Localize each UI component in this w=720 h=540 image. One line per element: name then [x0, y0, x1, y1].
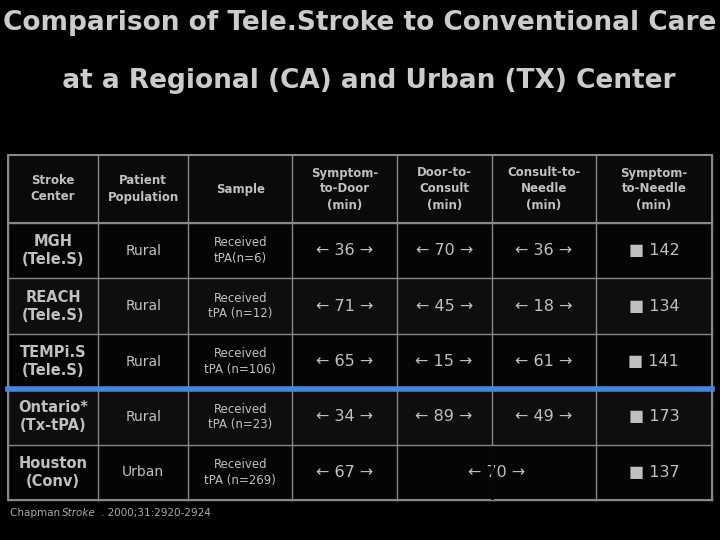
Text: MGH
(Tele.S): MGH (Tele.S)	[22, 234, 84, 267]
Bar	[8, 279, 712, 334]
Text: Urban: Urban	[122, 465, 164, 480]
Bar	[8, 444, 712, 500]
Text: Stroke
Center: Stroke Center	[31, 174, 76, 204]
Text: Received
tPA (n=269): Received tPA (n=269)	[204, 458, 276, 487]
Text: ← 45 →: ← 45 →	[415, 299, 473, 314]
Text: ■ 173: ■ 173	[629, 409, 679, 424]
Text: ■ 137: ■ 137	[629, 465, 679, 480]
Text: Rural: Rural	[125, 354, 161, 368]
Text: ← 18 →: ← 18 →	[515, 299, 572, 314]
Bar	[8, 389, 712, 444]
Text: Rural: Rural	[125, 299, 161, 313]
Text: Consult-to-
Needle
(min): Consult-to- Needle (min)	[507, 166, 580, 212]
Text: Rural: Rural	[125, 244, 161, 258]
Text: ← 36 →: ← 36 →	[316, 243, 373, 258]
Text: ← 65 →: ← 65 →	[316, 354, 373, 369]
Bar	[8, 223, 712, 279]
Text: Patient
Population: Patient Population	[107, 174, 179, 204]
Text: Stroke: Stroke	[62, 508, 96, 518]
Text: ← 49 →: ← 49 →	[515, 409, 572, 424]
Text: Sample: Sample	[216, 183, 265, 195]
Text: Ontario*
(Tx-tPA): Ontario* (Tx-tPA)	[18, 400, 88, 434]
Text: ← 70 →: ← 70 →	[415, 243, 473, 258]
Text: ← 89 →: ← 89 →	[415, 409, 473, 424]
Text: ← 15 →: ← 15 →	[415, 354, 473, 369]
Text: Door-to-
Consult
(min): Door-to- Consult (min)	[417, 166, 472, 212]
Text: ← 71 →: ← 71 →	[316, 299, 373, 314]
Text: . 2000;31:2920-2924: . 2000;31:2920-2924	[101, 508, 211, 518]
Bar	[8, 155, 712, 500]
Text: REACH
(Tele.S): REACH (Tele.S)	[22, 289, 84, 322]
Text: Houston
(Conv): Houston (Conv)	[19, 456, 88, 489]
Text: at a Regional (CA) and Urban (TX) Center: at a Regional (CA) and Urban (TX) Center	[44, 68, 676, 94]
Text: Received
tPA (n=23): Received tPA (n=23)	[208, 403, 272, 431]
Bar	[8, 155, 712, 223]
Text: Received
tPA(n=6): Received tPA(n=6)	[214, 237, 267, 265]
Text: ← 70 →: ← 70 →	[467, 465, 525, 480]
Text: Received
tPA (n=106): Received tPA (n=106)	[204, 347, 276, 376]
Text: Chapman: Chapman	[10, 508, 63, 518]
Text: Symptom-
to-Door
(min): Symptom- to-Door (min)	[311, 166, 378, 212]
Text: TEMPi.S
(Tele.S): TEMPi.S (Tele.S)	[19, 345, 86, 378]
Text: ← 36 →: ← 36 →	[516, 243, 572, 258]
Text: Received
tPA (n=12): Received tPA (n=12)	[208, 292, 272, 320]
Text: Symptom-
to-Needle
(min): Symptom- to-Needle (min)	[621, 166, 688, 212]
Text: Rural: Rural	[125, 410, 161, 424]
Text: ■ 142: ■ 142	[629, 243, 679, 258]
Text: ■ 134: ■ 134	[629, 299, 679, 314]
Text: Comparison of Tele.Stroke to Conventional Care: Comparison of Tele.Stroke to Conventiona…	[4, 10, 716, 36]
Text: ■ 141: ■ 141	[629, 354, 680, 369]
Bar	[8, 334, 712, 389]
Text: ← 67 →: ← 67 →	[316, 465, 373, 480]
Text: ← 61 →: ← 61 →	[515, 354, 572, 369]
Text: ← 34 →: ← 34 →	[316, 409, 373, 424]
